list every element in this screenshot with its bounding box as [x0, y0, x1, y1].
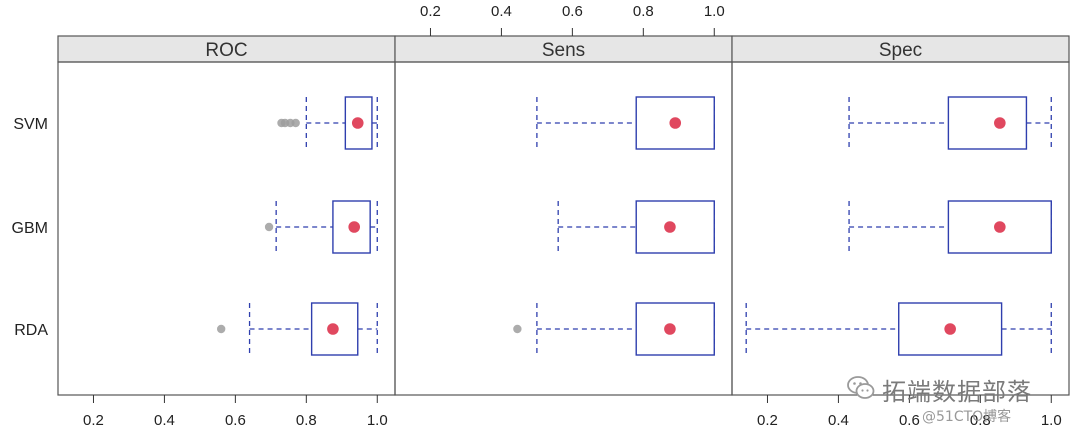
category-label-rda: RDA — [14, 322, 48, 339]
box-gbm — [557, 200, 715, 254]
watermark-title: 拓端数据部落 — [882, 378, 1032, 406]
panel-sens: Sens 0.2 0.4 0.6 0.8 1.0 — [394, 3, 733, 396]
x-tick-label: 1.0 — [1041, 412, 1062, 429]
x-tick-label: 0.2 — [83, 412, 104, 429]
x-tick-label: 0.6 — [899, 412, 920, 429]
watermark-subtitle: @51CTO博客 — [922, 409, 1012, 425]
panel-frame — [731, 61, 1070, 396]
outlier-point — [264, 222, 274, 232]
x-tick-label: 0.8 — [633, 3, 654, 20]
outlier-point — [513, 324, 522, 334]
median-point — [994, 221, 1006, 233]
x-tick-label: 0.8 — [296, 412, 317, 429]
box-gbm — [848, 200, 1052, 254]
strip-title: Spec — [879, 40, 922, 61]
box-gbm — [264, 200, 378, 254]
median-point — [669, 117, 682, 129]
median-point — [664, 221, 676, 233]
x-tick-label: 0.4 — [828, 412, 849, 429]
median-point — [664, 323, 676, 335]
panel-spec: Spec 0.2 0.4 0.6 0.8 1.0 — [731, 35, 1070, 429]
strip-title: Sens — [542, 40, 585, 61]
box-rda — [513, 302, 715, 356]
median-point — [351, 117, 364, 129]
category-label-svm: SVM — [13, 116, 48, 133]
outlier-point — [216, 324, 226, 334]
box-svm — [277, 96, 378, 150]
wechat-logo-icon — [847, 376, 875, 399]
strip-title: ROC — [205, 40, 247, 61]
box-svm — [536, 96, 715, 150]
x-tick-label: 0.4 — [154, 412, 175, 429]
median-point — [994, 117, 1006, 129]
median-point — [327, 323, 339, 335]
x-tick-label: 0.2 — [420, 3, 441, 20]
x-tick-label: 1.0 — [704, 3, 725, 20]
x-tick-label: 0.8 — [970, 412, 991, 429]
panel-roc: ROC 0.2 0.4 0.6 0.8 1.0 — [57, 35, 396, 429]
outlier-point — [291, 118, 300, 128]
x-tick-label: 0.4 — [491, 3, 512, 20]
strip-header — [731, 35, 1070, 63]
median-point — [348, 221, 361, 233]
strip-header — [57, 35, 396, 63]
box-rda — [216, 302, 378, 356]
watermark: 拓端数据部落 @51CTO博客 — [842, 372, 1078, 430]
category-label-gbm: GBM — [12, 220, 48, 237]
iqr-box — [947, 96, 1028, 150]
median-point — [944, 323, 956, 335]
box-svm — [848, 96, 1052, 150]
box-rda — [745, 302, 1052, 356]
x-tick-label: 0.2 — [757, 412, 778, 429]
x-tick-label: 1.0 — [367, 412, 388, 429]
x-tick-label: 0.6 — [225, 412, 246, 429]
x-tick-label: 0.6 — [562, 3, 583, 20]
